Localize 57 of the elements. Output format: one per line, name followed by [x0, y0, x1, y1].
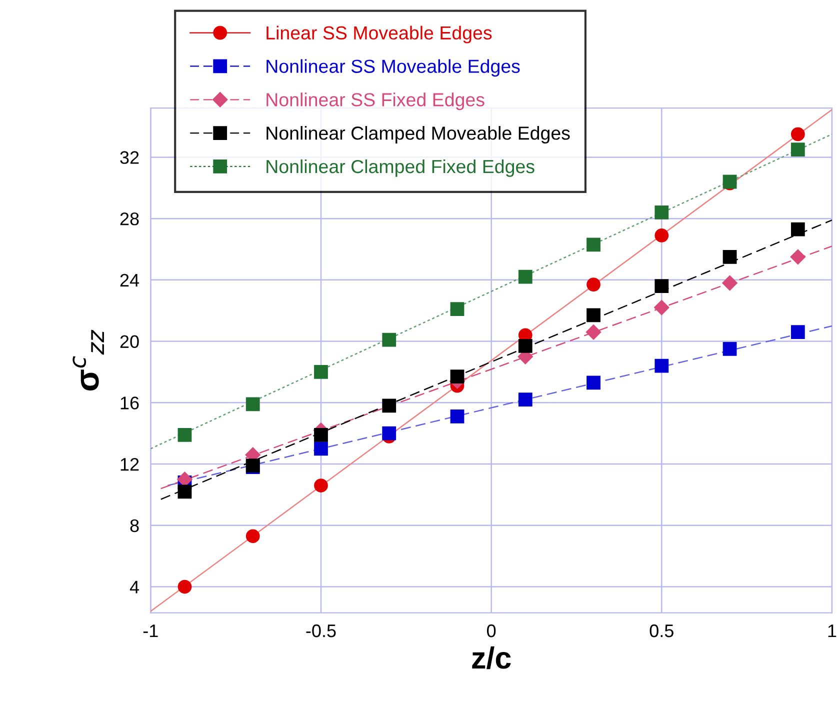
point: [178, 428, 192, 442]
point: [177, 472, 192, 487]
y-tick-label: 28: [120, 212, 139, 226]
point: [790, 325, 805, 340]
point: [790, 142, 805, 156]
point: [382, 332, 396, 347]
legend-label: Nonlinear Clamped Moveable Edges: [266, 126, 570, 144]
y-tick-label: 4: [130, 580, 140, 594]
x-tick-label: 1: [828, 624, 836, 638]
point: [790, 127, 805, 142]
point: [722, 250, 737, 264]
legend-label: Nonlinear SS Moveable Edges: [266, 59, 520, 77]
y-tick-label: 16: [120, 396, 139, 410]
point: [314, 442, 328, 456]
x-tick-label: -1: [143, 624, 158, 638]
point: [586, 376, 600, 390]
point: [178, 580, 192, 594]
x-tick-label: 0.5: [650, 624, 674, 638]
legend-label: Linear SS Moveable Edges: [266, 26, 492, 44]
y-tick-label: 8: [130, 519, 139, 532]
point: [654, 300, 670, 316]
point: [246, 529, 260, 544]
x-axis-title: z/c: [472, 646, 511, 670]
point: [450, 410, 464, 424]
point: [586, 308, 600, 322]
point: [382, 398, 396, 413]
point: [654, 205, 669, 220]
point: [518, 338, 532, 353]
point: [586, 278, 600, 292]
y-tick-label: 12: [120, 458, 139, 471]
y-axis-title: σ$^{c}$$_{zz}$: [72, 330, 104, 391]
point: [654, 279, 669, 294]
point: [518, 392, 532, 407]
y-tick-label: 24: [120, 274, 140, 286]
legend-label: Nonlinear Clamped Fixed Edges: [266, 159, 534, 177]
point: [314, 428, 328, 442]
y-tick-label: 32: [120, 151, 139, 164]
y-tick-label: 20: [120, 335, 139, 348]
point: [722, 342, 737, 356]
point: [518, 270, 532, 284]
point: [722, 275, 738, 291]
x-tick-label: 0: [487, 624, 496, 638]
point: [382, 426, 396, 440]
point: [314, 365, 328, 379]
point: [654, 228, 669, 242]
point: [450, 302, 464, 316]
x-tick-label: -0.5: [306, 624, 336, 638]
point: [586, 324, 602, 340]
point: [586, 238, 600, 252]
point: [246, 397, 260, 412]
point: [314, 478, 328, 492]
point: [790, 249, 806, 264]
point: [654, 358, 669, 373]
legend-label: Nonlinear SS Fixed Edges: [266, 92, 484, 110]
point: [178, 484, 192, 499]
point: [790, 222, 805, 236]
point: [450, 370, 464, 384]
